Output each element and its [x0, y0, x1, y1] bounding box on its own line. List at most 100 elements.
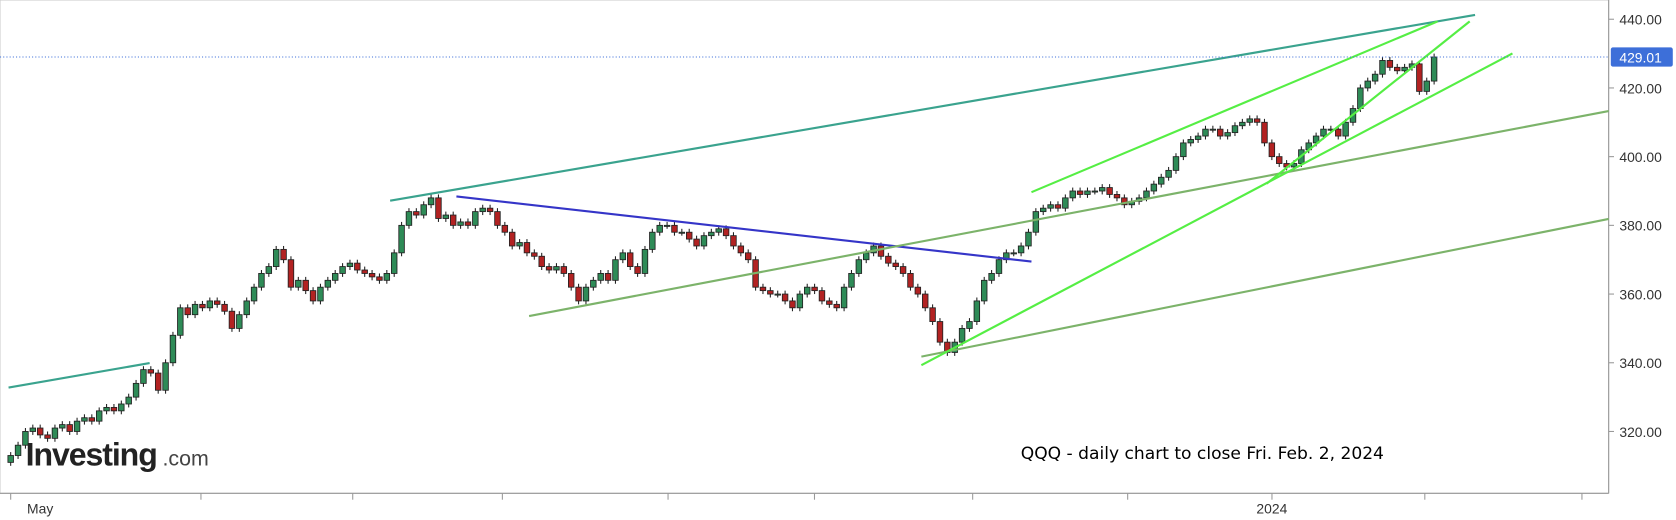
candle-body	[250, 286, 258, 302]
y-tick-label: 380.00	[1619, 218, 1662, 234]
candle-body	[346, 262, 354, 268]
candle-body	[1231, 125, 1239, 134]
plot-area	[0, 0, 1610, 494]
candle-body	[877, 245, 885, 257]
candle-body	[781, 293, 789, 302]
candle-body	[1084, 190, 1091, 195]
candle-body	[420, 204, 427, 216]
candle-body	[472, 211, 479, 226]
candle-body	[663, 224, 671, 227]
candle-body	[826, 300, 833, 305]
candle-body	[863, 252, 870, 261]
y-tick-label: 440.00	[1619, 12, 1662, 28]
candle-body	[590, 279, 597, 288]
y-tick-label: 320.00	[1619, 424, 1662, 440]
candle-body	[1113, 194, 1121, 199]
candle-body	[929, 307, 936, 322]
candle-body	[22, 431, 29, 446]
candle-body	[390, 252, 398, 274]
candle-body	[73, 420, 81, 432]
candle-body	[730, 235, 737, 247]
candle-body	[236, 314, 243, 329]
candle-body	[118, 403, 125, 412]
candle-body	[708, 231, 715, 237]
candle-body	[36, 427, 44, 436]
candle-body	[678, 231, 686, 234]
candle-body	[981, 279, 988, 302]
candle-body	[1062, 197, 1069, 209]
candle-body	[700, 235, 708, 247]
candle-body	[1253, 118, 1261, 123]
candle-body	[169, 334, 177, 364]
candle-body	[641, 248, 649, 274]
candle-body	[132, 382, 140, 398]
candle-body	[95, 410, 103, 422]
candle-body	[715, 228, 722, 233]
candle-body	[840, 286, 848, 309]
candle-body	[1121, 197, 1128, 206]
candle-body	[575, 286, 582, 302]
candle-body	[958, 327, 966, 343]
candle-body	[88, 417, 96, 422]
candle-body	[14, 444, 22, 456]
candle-body	[486, 207, 494, 213]
candle-body	[1320, 128, 1327, 137]
candle-body	[804, 286, 811, 295]
candle-body	[243, 300, 250, 316]
candle-body	[383, 273, 391, 281]
candle-body	[494, 211, 501, 226]
candle-body	[1342, 121, 1349, 137]
trendlines	[8, 13, 1609, 389]
candle-body	[1276, 156, 1283, 164]
candle-body	[848, 273, 855, 288]
candle-body	[627, 252, 634, 268]
candle-body	[745, 252, 752, 261]
candle-body	[449, 214, 457, 226]
candle-body	[1379, 60, 1386, 75]
candle-body	[317, 286, 324, 302]
candle-body	[885, 255, 892, 264]
candle-body	[789, 300, 796, 309]
candle-body	[538, 255, 545, 268]
candle-body	[501, 224, 509, 233]
candle-body	[1010, 252, 1017, 255]
last-price-label: 429.01	[1619, 49, 1662, 65]
candle-body	[184, 307, 191, 316]
trendline	[389, 13, 1476, 202]
candle-body	[914, 286, 922, 295]
candle-body	[759, 286, 767, 292]
candle-body	[413, 211, 420, 216]
candle-body	[656, 224, 663, 233]
candle-body	[686, 231, 693, 240]
candle-body	[1371, 73, 1379, 82]
candle-body	[892, 262, 899, 268]
candle-body	[1217, 128, 1224, 137]
candle-body	[855, 259, 863, 274]
candle-body	[1025, 231, 1032, 247]
candle-body	[582, 286, 590, 302]
candle-body	[191, 303, 199, 316]
candle-body	[995, 259, 1003, 274]
candle-body	[553, 266, 560, 271]
trendline	[921, 217, 1609, 358]
candle-body	[722, 228, 730, 237]
axes: 320.00 340.00 360.00 380.00 400.00 420.00 440.…	[0, 12, 1673, 517]
month-ticks	[10, 493, 1583, 500]
candle-body	[442, 214, 450, 219]
candle-body	[331, 273, 339, 281]
trendline	[1265, 20, 1471, 185]
y-tick-label: 360.00	[1619, 286, 1662, 302]
candle-body	[140, 369, 147, 384]
candle-body	[147, 369, 155, 374]
candle-body	[59, 424, 66, 429]
candle-body	[464, 221, 472, 226]
candle-body	[966, 321, 973, 329]
candle-body	[1364, 80, 1371, 89]
candle-body	[125, 396, 132, 405]
candle-body	[1047, 204, 1054, 209]
candle-body	[1017, 245, 1025, 254]
candle-body	[177, 307, 184, 336]
watermark-suffix: .com	[162, 447, 208, 471]
candle-body	[1268, 142, 1276, 158]
